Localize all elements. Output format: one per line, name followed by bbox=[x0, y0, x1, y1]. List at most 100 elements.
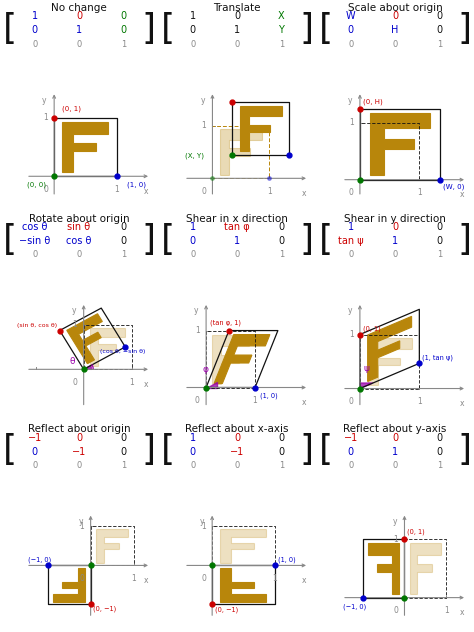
Text: [: [ bbox=[2, 222, 17, 257]
Text: (−1, 0): (−1, 0) bbox=[28, 557, 52, 563]
Text: (1, 0): (1, 0) bbox=[278, 557, 295, 563]
Text: 0: 0 bbox=[76, 40, 82, 49]
Text: y: y bbox=[72, 307, 76, 315]
Text: 0: 0 bbox=[190, 447, 196, 457]
Text: y: y bbox=[392, 517, 397, 526]
Text: 0: 0 bbox=[195, 396, 200, 405]
Text: y: y bbox=[348, 307, 352, 315]
Text: (0, H): (0, H) bbox=[363, 99, 383, 106]
Text: ]: ] bbox=[300, 12, 314, 46]
Text: 1: 1 bbox=[437, 40, 442, 49]
Text: 1: 1 bbox=[114, 185, 119, 193]
Text: 1: 1 bbox=[190, 222, 196, 232]
Text: 1: 1 bbox=[393, 535, 398, 544]
Text: X: X bbox=[278, 11, 284, 21]
Text: Shear in y direction: Shear in y direction bbox=[344, 214, 446, 224]
Text: 0: 0 bbox=[76, 461, 82, 470]
Text: 0: 0 bbox=[43, 185, 48, 193]
Text: 1: 1 bbox=[417, 397, 422, 406]
Text: [: [ bbox=[319, 12, 333, 46]
Text: 0: 0 bbox=[348, 40, 354, 49]
Text: x: x bbox=[301, 398, 306, 407]
Text: 0: 0 bbox=[80, 574, 84, 583]
Text: (X, Y): (X, Y) bbox=[185, 152, 204, 159]
Polygon shape bbox=[90, 327, 126, 366]
Text: 0: 0 bbox=[348, 250, 354, 259]
Text: (0, 0): (0, 0) bbox=[27, 182, 46, 188]
Text: (1, 0): (1, 0) bbox=[260, 392, 278, 399]
Text: [: [ bbox=[319, 222, 333, 257]
Text: 0: 0 bbox=[120, 447, 126, 457]
Polygon shape bbox=[368, 317, 411, 382]
Text: (0, 1): (0, 1) bbox=[407, 528, 424, 535]
Text: 1: 1 bbox=[437, 250, 442, 259]
Text: 1: 1 bbox=[234, 25, 240, 35]
Text: W: W bbox=[346, 11, 356, 21]
Text: 1: 1 bbox=[349, 330, 354, 339]
Text: 1: 1 bbox=[272, 574, 277, 583]
Text: 0: 0 bbox=[278, 433, 284, 443]
Text: 0: 0 bbox=[234, 461, 240, 470]
Text: (W, 0): (W, 0) bbox=[443, 183, 464, 190]
Text: 0: 0 bbox=[349, 188, 354, 197]
Text: 0: 0 bbox=[120, 236, 126, 246]
Text: −sin θ: −sin θ bbox=[19, 236, 50, 246]
Text: 0: 0 bbox=[278, 447, 284, 457]
Text: y: y bbox=[42, 95, 46, 105]
Text: 0: 0 bbox=[32, 40, 37, 49]
Text: 0: 0 bbox=[436, 222, 442, 232]
Polygon shape bbox=[368, 338, 411, 385]
Polygon shape bbox=[220, 568, 266, 602]
Text: y: y bbox=[200, 517, 205, 526]
Text: 0: 0 bbox=[234, 433, 240, 443]
Text: (0, 1): (0, 1) bbox=[62, 106, 81, 112]
Text: ]: ] bbox=[300, 222, 314, 257]
Text: (1, tan ψ): (1, tan ψ) bbox=[422, 355, 453, 361]
Text: [: [ bbox=[160, 222, 174, 257]
Text: x: x bbox=[144, 576, 148, 585]
Text: θ: θ bbox=[69, 357, 75, 366]
Text: −1: −1 bbox=[344, 433, 358, 443]
Polygon shape bbox=[214, 334, 270, 384]
Text: 0: 0 bbox=[278, 222, 284, 232]
Text: −1: −1 bbox=[230, 447, 244, 457]
Text: 0: 0 bbox=[120, 11, 126, 21]
Text: 1: 1 bbox=[279, 40, 284, 49]
Text: 0: 0 bbox=[278, 236, 284, 246]
Text: 0: 0 bbox=[392, 461, 398, 470]
Text: x: x bbox=[460, 399, 464, 408]
Text: (sin θ, cos θ): (sin θ, cos θ) bbox=[17, 323, 57, 328]
Text: [: [ bbox=[2, 12, 17, 46]
Text: 1: 1 bbox=[437, 461, 442, 470]
Text: H: H bbox=[392, 25, 399, 35]
Text: 1: 1 bbox=[120, 461, 126, 470]
Text: ]: ] bbox=[457, 434, 472, 467]
Text: Y: Y bbox=[278, 25, 284, 35]
Text: x: x bbox=[301, 189, 306, 198]
Text: 1: 1 bbox=[253, 396, 257, 405]
Text: Reflect about origin: Reflect about origin bbox=[27, 425, 130, 434]
Text: 0: 0 bbox=[190, 40, 195, 49]
Text: 1: 1 bbox=[417, 188, 422, 197]
Text: 1: 1 bbox=[129, 378, 134, 387]
Text: 0: 0 bbox=[436, 236, 442, 246]
Text: ]: ] bbox=[457, 222, 472, 257]
Text: 0: 0 bbox=[73, 378, 77, 387]
Polygon shape bbox=[53, 568, 85, 602]
Text: x: x bbox=[460, 190, 464, 199]
Text: tan ψ: tan ψ bbox=[338, 236, 364, 246]
Text: (0, −1): (0, −1) bbox=[215, 607, 238, 613]
Text: 1: 1 bbox=[43, 113, 48, 122]
Polygon shape bbox=[62, 122, 109, 172]
Text: y: y bbox=[194, 307, 199, 315]
Text: 1: 1 bbox=[131, 574, 136, 583]
Polygon shape bbox=[240, 106, 282, 151]
Polygon shape bbox=[96, 529, 128, 562]
Text: Scale about origin: Scale about origin bbox=[347, 3, 442, 13]
Text: 1: 1 bbox=[201, 522, 206, 531]
Text: (−1, 0): (−1, 0) bbox=[343, 603, 366, 610]
Text: Shear in x direction: Shear in x direction bbox=[186, 214, 288, 224]
Text: 0: 0 bbox=[392, 40, 398, 49]
Text: 0: 0 bbox=[32, 447, 38, 457]
Text: ]: ] bbox=[141, 12, 155, 46]
